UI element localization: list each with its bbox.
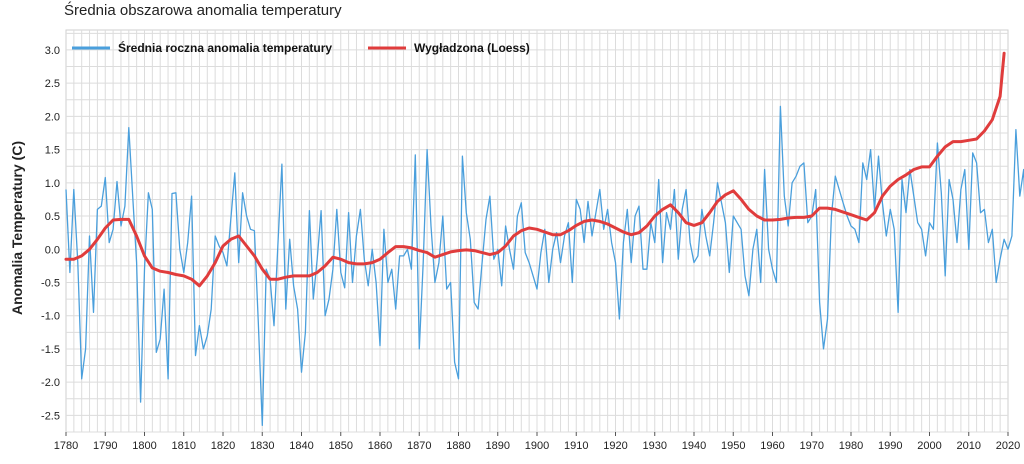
y-tick-label: 0.0: [45, 244, 60, 256]
x-tick-label: 1890: [486, 440, 510, 452]
x-tick-label: 2010: [957, 440, 981, 452]
x-tick-label: 1970: [800, 440, 824, 452]
y-tick-label: 3.0: [45, 45, 60, 57]
series-line-loess: [64, 51, 1006, 288]
y-tick-label: 0.5: [45, 211, 60, 223]
x-tick-label: 1930: [643, 440, 667, 452]
x-tick-label: 1860: [368, 440, 392, 452]
x-tick-label: 1790: [93, 440, 117, 452]
x-tick-label: 1880: [446, 440, 470, 452]
x-tick-label: 1850: [329, 440, 353, 452]
legend-label-annual: Średnia roczna anomalia temperatury: [118, 40, 332, 55]
x-tick-label: 1950: [721, 440, 745, 452]
series-layer: [64, 51, 1024, 427]
x-tick-label: 1910: [564, 440, 588, 452]
x-tick-label: 1940: [682, 440, 706, 452]
grid-layer: [65, 29, 1009, 433]
y-axis-title: Anomalia Temperatury (C): [9, 141, 25, 315]
x-tick-label: 1900: [525, 440, 549, 452]
x-tick-label: 2000: [917, 440, 941, 452]
x-tick-label: 1920: [603, 440, 627, 452]
x-tick-label: 1990: [878, 440, 902, 452]
y-tick-label: 1.0: [45, 178, 60, 190]
y-tick-label: -1.5: [41, 344, 60, 356]
y-tick-label: -1.0: [41, 311, 60, 323]
legend-label-loess: Wygładzona (Loess): [414, 41, 530, 55]
x-tick-label: 1810: [172, 440, 196, 452]
x-tick-label: 1820: [211, 440, 235, 452]
x-tick-label: 1840: [289, 440, 313, 452]
y-tick-label: -2.0: [41, 377, 60, 389]
x-tick-label: 2020: [996, 440, 1020, 452]
y-tick-label: 2.0: [45, 111, 60, 123]
x-tick-label: 1870: [407, 440, 431, 452]
y-tick-label: -0.5: [41, 277, 60, 289]
series-line-annual: [65, 105, 1024, 427]
y-tick-label: -2.5: [41, 410, 60, 422]
x-tick-label: 1980: [839, 440, 863, 452]
x-tick-label: 1780: [54, 440, 78, 452]
y-tick-label: 1.5: [45, 145, 60, 157]
x-tick-label: 1960: [760, 440, 784, 452]
x-tick-label: 1830: [250, 440, 274, 452]
chart-title: Średnia obszarowa anomalia temperatury: [64, 2, 342, 19]
y-tick-label: 2.5: [45, 78, 60, 90]
x-tick-label: 1800: [132, 440, 156, 452]
axis-layer: 1780 1790 1800 1810 1820 1830 1840 1850 1860 1870…: [41, 45, 1020, 452]
legend: Średnia roczna anomalia temperatury Wygł…: [72, 40, 530, 55]
